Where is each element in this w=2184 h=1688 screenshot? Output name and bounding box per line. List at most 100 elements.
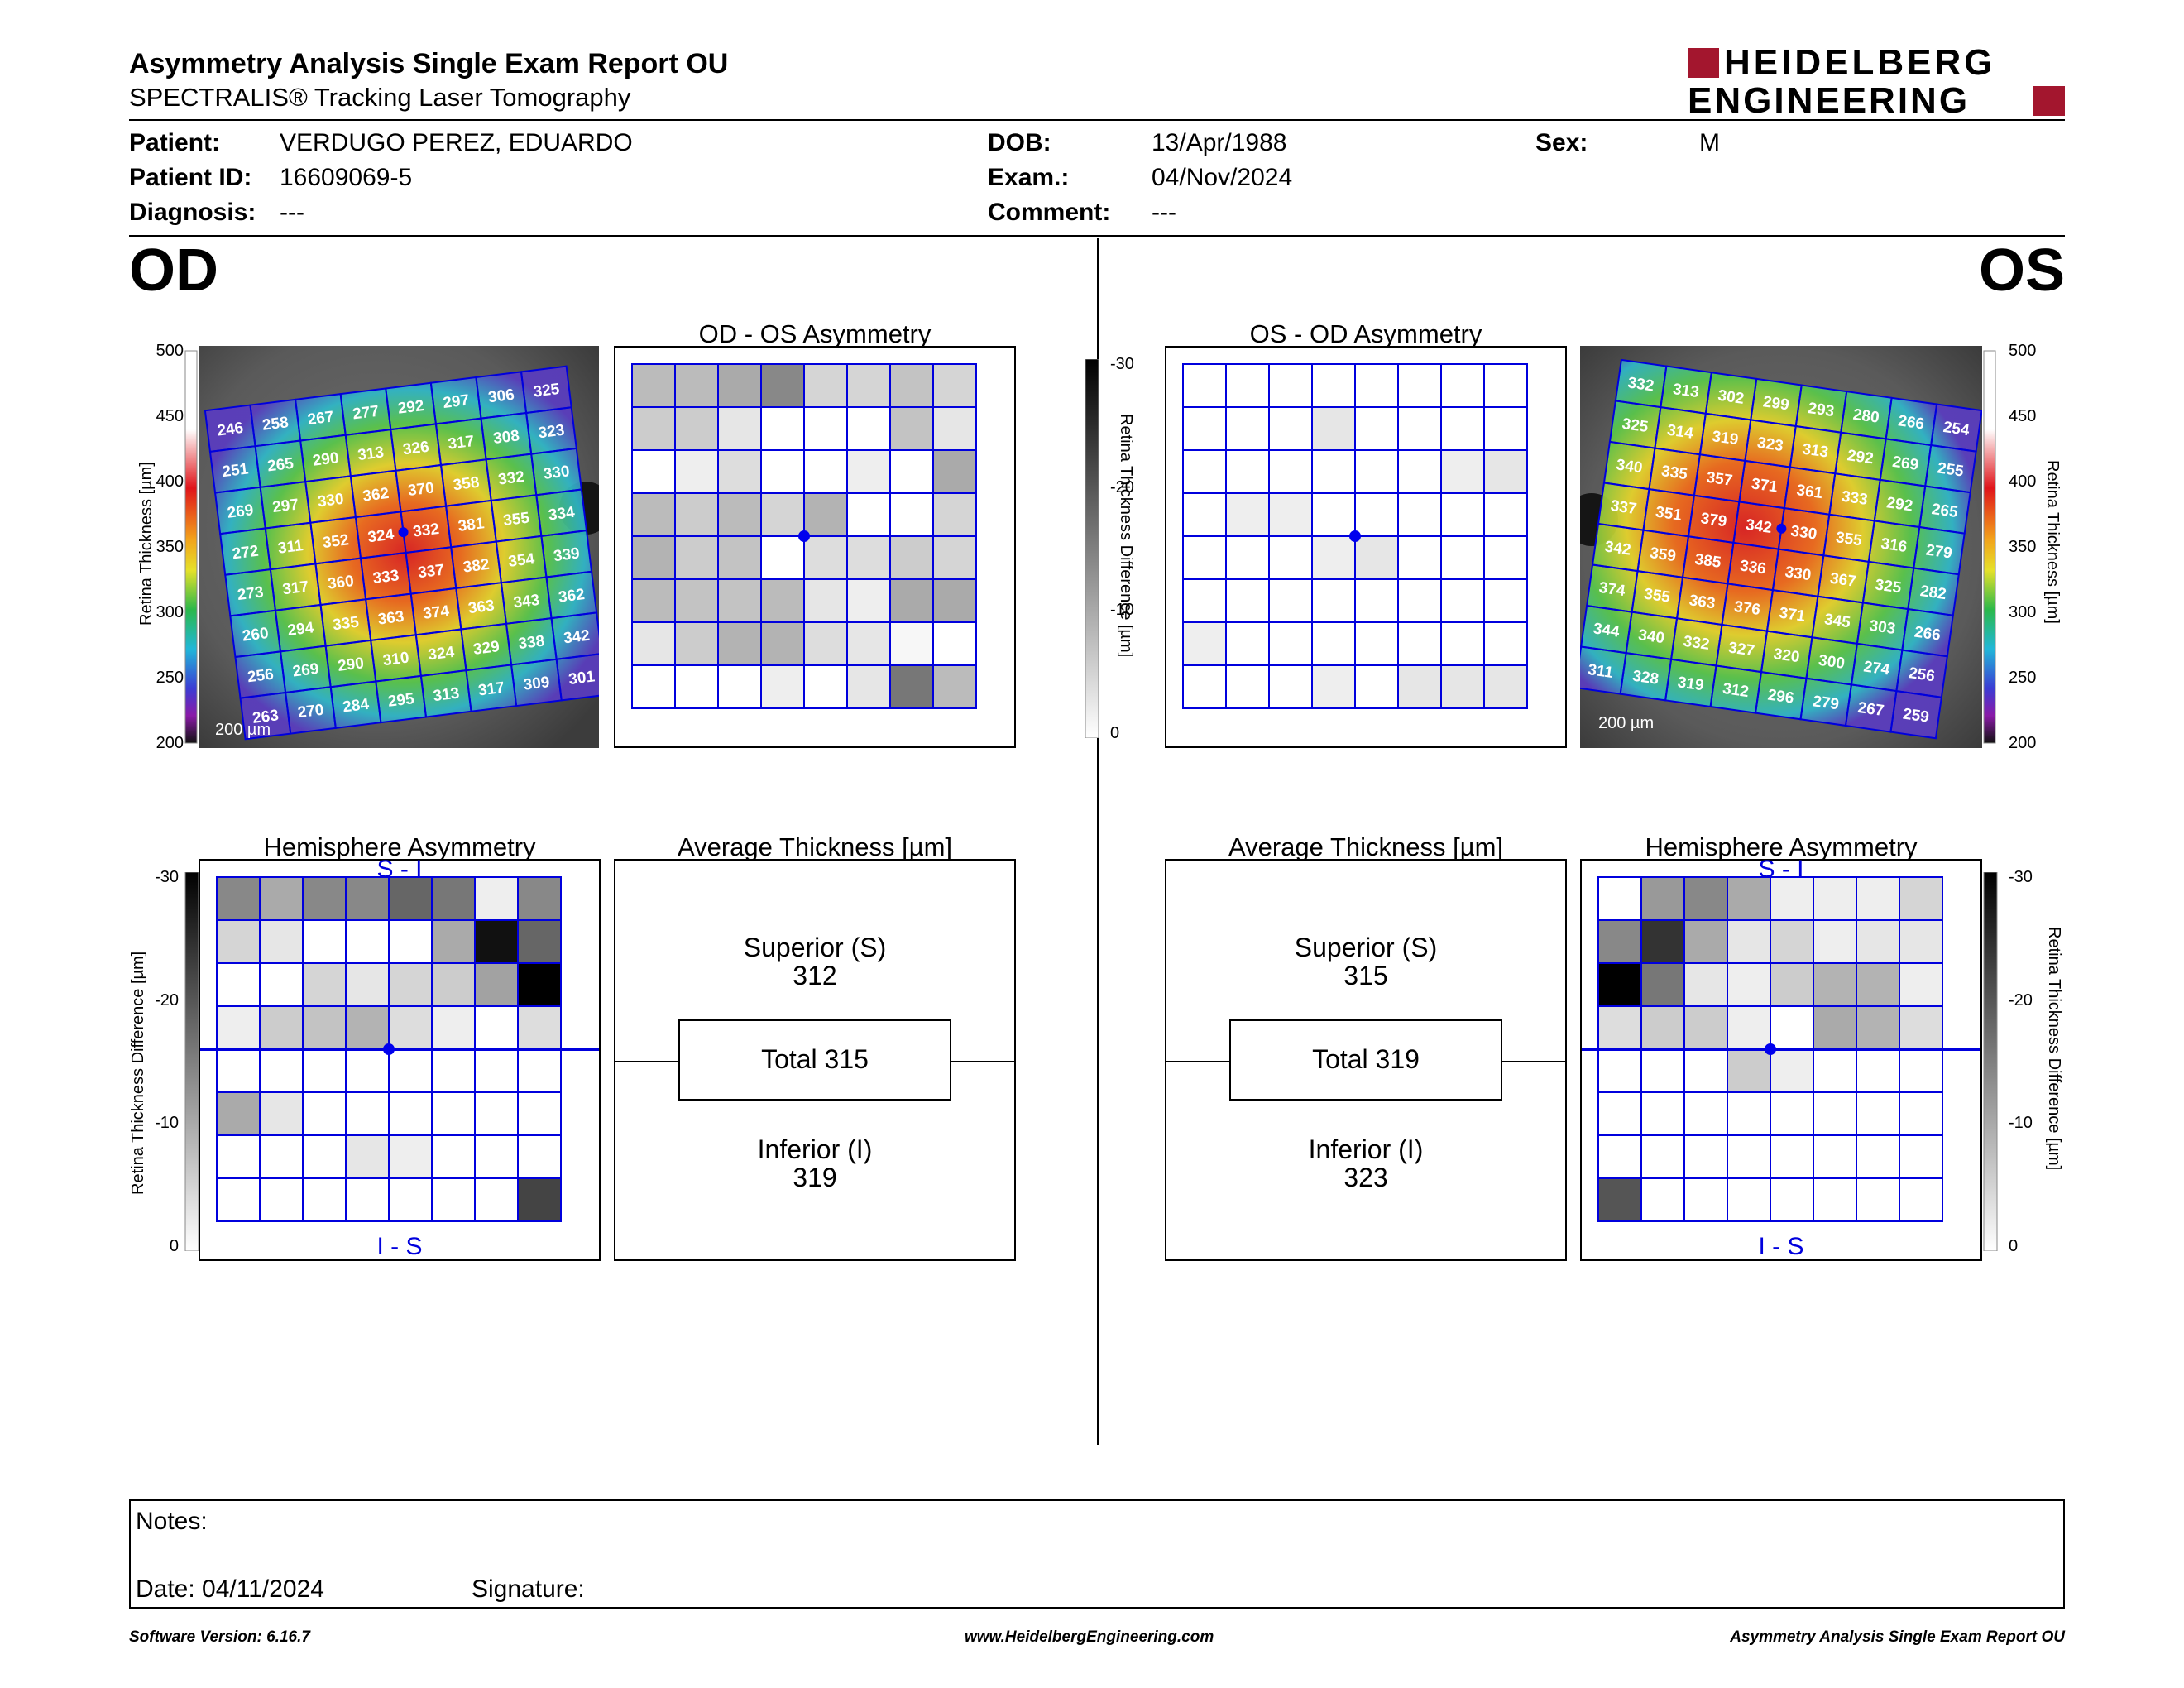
os-od-asym-cell: [1397, 535, 1442, 580]
os-thickness-value: 266: [1913, 624, 1942, 645]
od-hemi-cell: [259, 1134, 304, 1179]
os-hemi-colorbar: [1982, 871, 2000, 1252]
axis-tick-label: 450: [2009, 407, 2037, 425]
od-os-asym-cell: [803, 535, 848, 580]
od-os-asym-cell: [631, 535, 676, 580]
os-thickness-value: 255: [1937, 459, 1966, 480]
os-thickness-value: 333: [1841, 488, 1869, 509]
os-od-asym-cell: [1268, 578, 1313, 623]
os-thickness-value: 265: [1931, 501, 1960, 521]
od-hemi-fovea-dot: [383, 1043, 395, 1055]
od-hemi-cell: [474, 962, 519, 1007]
od-hemi-cell: [259, 1048, 304, 1093]
od-thickness-value: 343: [512, 592, 540, 612]
os-od-asym-cell: [1311, 578, 1356, 623]
od-os-asym-cell: [760, 535, 805, 580]
od-os-asym-cell: [674, 406, 719, 451]
os-od-asym-cell: [1268, 449, 1313, 494]
os-thickness-value: 345: [1823, 611, 1852, 631]
os-od-asym-cell: [1354, 535, 1399, 580]
patient-label: Patient:: [129, 129, 221, 156]
od-hemi-cell: [259, 962, 304, 1007]
os-hemi-cell: [1899, 1091, 1943, 1136]
od-os-asym-cell: [846, 578, 891, 623]
od-os-asym-cell: [889, 492, 934, 537]
os-thickness-value: 335: [1660, 463, 1689, 483]
os-thickness-value: 313: [1672, 381, 1700, 401]
axis-tick-label: -20: [155, 990, 179, 1009]
os-thickness-value: 361: [1795, 482, 1824, 502]
axis-tick-label: 350: [2009, 538, 2037, 556]
od-os-asym-cell: [889, 578, 934, 623]
os-od-asym-panel: [1165, 346, 1567, 748]
os-hemi-cell: [1770, 1177, 1814, 1222]
center-diff-axis-label: Retina Thickness Difference [µm]: [1117, 414, 1135, 658]
od-hemi-cell: [474, 1134, 519, 1179]
os-thickness-value: 254: [1942, 419, 1971, 439]
os-hemi-cell: [1770, 1048, 1814, 1093]
od-hemi-cell: [474, 1005, 519, 1050]
os-thickness-value: 256: [1908, 664, 1936, 685]
os-thickness-value: 337: [1609, 497, 1637, 518]
footer-website[interactable]: www.HeidelbergEngineering.com: [965, 1628, 1214, 1646]
os-od-asym-cell: [1182, 621, 1227, 666]
od-thickness-value: 260: [242, 625, 270, 645]
od-hemi-cell: [302, 1091, 347, 1136]
od-thickness-value: 354: [507, 550, 535, 571]
od-os-asym-cell: [932, 621, 977, 666]
od-thickness-value: 306: [487, 386, 515, 407]
od-thickness-value: 333: [372, 567, 400, 587]
od-thickness-value: 267: [307, 408, 335, 429]
center-diff-colorbar: [1084, 358, 1102, 739]
od-thickness-value: 258: [261, 414, 290, 434]
od-thickness-value: 325: [533, 381, 561, 401]
header-divider: [129, 119, 2065, 121]
od-os-asym-cell: [846, 664, 891, 709]
os-od-asym-cell: [1354, 363, 1399, 408]
od-os-asym-cell: [631, 664, 676, 709]
os-thickness-value: 267: [1856, 699, 1885, 720]
os-thickness-value: 344: [1592, 620, 1621, 640]
os-hemi-cell: [1684, 1005, 1728, 1050]
od-hemi-cell: [388, 1005, 433, 1050]
os-od-asym-cell: [1311, 449, 1356, 494]
os-hemi-cell: [1899, 1005, 1943, 1050]
os-thickness-value: 379: [1699, 510, 1727, 530]
od-thickness-value: 362: [362, 485, 390, 506]
od-average-title: Average Thickness [µm]: [677, 832, 953, 861]
od-os-asym-cell: [717, 535, 762, 580]
axis-tick-label: -10: [1110, 601, 1134, 620]
os-thickness-cell: [1889, 689, 1943, 740]
os-thickness-value: 332: [1682, 633, 1710, 654]
od-thickness-value: 332: [412, 520, 440, 541]
axis-tick-label: 300: [156, 603, 184, 621]
od-os-asym-cell: [932, 492, 977, 537]
comment-value: ---: [1152, 199, 1176, 226]
od-thickness-value: 332: [497, 468, 525, 489]
os-thickness-value: 259: [1902, 706, 1930, 727]
od-hemi-cell: [302, 1177, 347, 1222]
od-hemi-cell: [517, 919, 562, 964]
os-hemi-cell: [1640, 1005, 1685, 1050]
od-os-asym-cell: [846, 492, 891, 537]
od-hemi-cell: [302, 1048, 347, 1093]
logo-text-top: HEIDELBERG: [1724, 42, 1996, 83]
od-hemi-title: Hemisphere Asymmetry: [263, 832, 536, 861]
os-thickness-value: 274: [1862, 658, 1891, 679]
os-hemi-cell: [1727, 1005, 1771, 1050]
os-thickness-map: 332 313 302 299 293 280 266 254 325 314 319 323 313 2…: [1565, 346, 1983, 748]
axis-tick-label: 0: [2009, 1237, 2019, 1255]
os-thickness-value: 371: [1751, 475, 1779, 496]
os-hemi-cell: [1640, 1134, 1685, 1179]
os-thickness-value: 340: [1615, 456, 1643, 477]
od-os-asym-cell: [846, 406, 891, 451]
od-os-asym-cell: [631, 363, 676, 408]
od-thickness-value: 301: [568, 668, 596, 688]
od-os-asym-cell: [631, 621, 676, 666]
os-superior-value: 315: [1343, 961, 1388, 990]
os-hemi-cell: [1684, 1134, 1728, 1179]
os-total-value: Total 319: [1312, 1044, 1420, 1074]
od-thickness-value: 355: [502, 509, 530, 530]
exam-value: 04/Nov/2024: [1152, 164, 1293, 191]
od-scale-bar: 200 µm: [215, 721, 271, 739]
